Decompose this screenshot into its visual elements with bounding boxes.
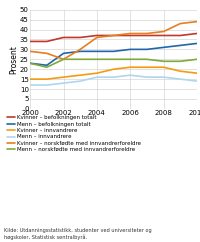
Kvinner – befolkningen totalt	[128, 34, 131, 37]
Kvinner – befolkningen totalt	[29, 40, 31, 43]
Kvinner – norskfødte med innvandrerforeldre	[128, 32, 131, 35]
Menn – innvandrere	[62, 82, 64, 84]
Menn – innvandrere	[162, 76, 164, 79]
Menn – norskfødte med innvandrerforeldre	[62, 58, 64, 61]
Menn – innvandrere	[145, 76, 147, 79]
Kvinner – befolkningen totalt	[162, 34, 164, 37]
Kvinner – innvandrere	[145, 66, 147, 69]
Y-axis label: Prosent: Prosent	[9, 45, 18, 74]
Kvinner – innvandrere	[195, 72, 197, 75]
Kvinner – innvandrere	[79, 74, 81, 77]
Menn – innvandrere	[79, 80, 81, 83]
Menn – befolkningen totalt	[112, 50, 114, 53]
Kvinner – innvandrere	[162, 66, 164, 69]
Line: Menn – befolkningen totalt: Menn – befolkningen totalt	[30, 43, 196, 65]
Menn – befolkningen totalt	[145, 48, 147, 51]
Kvinner – norskfødte med innvandrerforeldre	[62, 58, 64, 61]
Menn – norskfødte med innvandrerforeldre	[45, 66, 48, 69]
Menn – befolkningen totalt	[95, 50, 98, 53]
Kvinner – innvandrere	[45, 78, 48, 81]
Kvinner – norskfødte med innvandrerforeldre	[195, 20, 197, 23]
Kvinner – innvandrere	[62, 76, 64, 79]
Line: Menn – innvandrere: Menn – innvandrere	[30, 75, 196, 85]
Menn – innvandrere	[95, 76, 98, 79]
Line: Kvinner – befolkningen totalt: Kvinner – befolkningen totalt	[30, 33, 196, 41]
Kvinner – norskfødte med innvandrerforeldre	[178, 22, 181, 25]
Menn – norskfødte med innvandrerforeldre	[79, 58, 81, 61]
Kvinner – innvandrere	[112, 68, 114, 71]
Kvinner – norskfødte med innvandrerforeldre	[45, 52, 48, 55]
Menn – befolkningen totalt	[178, 44, 181, 47]
Menn – norskfødte med innvandrerforeldre	[29, 62, 31, 65]
Kvinner – norskfødte med innvandrerforeldre	[29, 50, 31, 53]
Kvinner – norskfødte med innvandrerforeldre	[95, 36, 98, 39]
Menn – innvandrere	[128, 74, 131, 77]
Menn – befolkningen totalt	[29, 62, 31, 65]
Kvinner – innvandrere	[95, 72, 98, 75]
Menn – befolkningen totalt	[195, 42, 197, 45]
Kvinner – befolkningen totalt	[95, 34, 98, 37]
Menn – innvandrere	[195, 80, 197, 83]
Menn – innvandrere	[178, 78, 181, 81]
Menn – befolkningen totalt	[45, 64, 48, 67]
Menn – innvandrere	[45, 84, 48, 87]
Line: Kvinner – innvandrere: Kvinner – innvandrere	[30, 67, 196, 79]
Kvinner – befolkningen totalt	[195, 32, 197, 35]
Kvinner – norskfødte med innvandrerforeldre	[79, 48, 81, 51]
Menn – norskfødte med innvandrerforeldre	[195, 58, 197, 61]
Kvinner – norskfødte med innvandrerforeldre	[112, 34, 114, 37]
Line: Kvinner – norskfødte med innvandrerforeldre: Kvinner – norskfødte med innvandrerforel…	[30, 22, 196, 59]
Kvinner – norskfødte med innvandrerforeldre	[145, 32, 147, 35]
Menn – befolkningen totalt	[128, 48, 131, 51]
Menn – norskfødte med innvandrerforeldre	[162, 60, 164, 63]
Kvinner – innvandrere	[29, 78, 31, 81]
Menn – norskfødte med innvandrerforeldre	[95, 58, 98, 61]
Kvinner – norskfødte med innvandrerforeldre	[162, 30, 164, 33]
Kvinner – befolkningen totalt	[62, 36, 64, 39]
Text: Kilde: Utdanningsstatistikk, studenter ved universiteter og
høgskoler, Statistis: Kilde: Utdanningsstatistikk, studenter v…	[4, 227, 151, 240]
Menn – innvandrere	[112, 76, 114, 79]
Kvinner – befolkningen totalt	[178, 34, 181, 37]
Line: Menn – norskfødte med innvandrerforeldre: Menn – norskfødte med innvandrerforeldre	[30, 59, 196, 67]
Menn – norskfødte med innvandrerforeldre	[145, 58, 147, 61]
Menn – befolkningen totalt	[162, 46, 164, 49]
Menn – norskfødte med innvandrerforeldre	[128, 58, 131, 61]
Menn – norskfødte med innvandrerforeldre	[178, 60, 181, 63]
Kvinner – befolkningen totalt	[112, 34, 114, 37]
Kvinner – befolkningen totalt	[45, 40, 48, 43]
Menn – befolkningen totalt	[62, 52, 64, 55]
Kvinner – befolkningen totalt	[79, 36, 81, 39]
Legend: Kvinner – befolkningen totalt, Menn – befolkningen totalt, Kvinner – innvandrere: Kvinner – befolkningen totalt, Menn – be…	[7, 115, 141, 152]
Menn – norskfødte med innvandrerforeldre	[112, 58, 114, 61]
Menn – befolkningen totalt	[79, 50, 81, 53]
Menn – innvandrere	[29, 84, 31, 87]
Kvinner – innvandrere	[178, 70, 181, 73]
Kvinner – innvandrere	[128, 66, 131, 69]
Kvinner – befolkningen totalt	[145, 34, 147, 37]
